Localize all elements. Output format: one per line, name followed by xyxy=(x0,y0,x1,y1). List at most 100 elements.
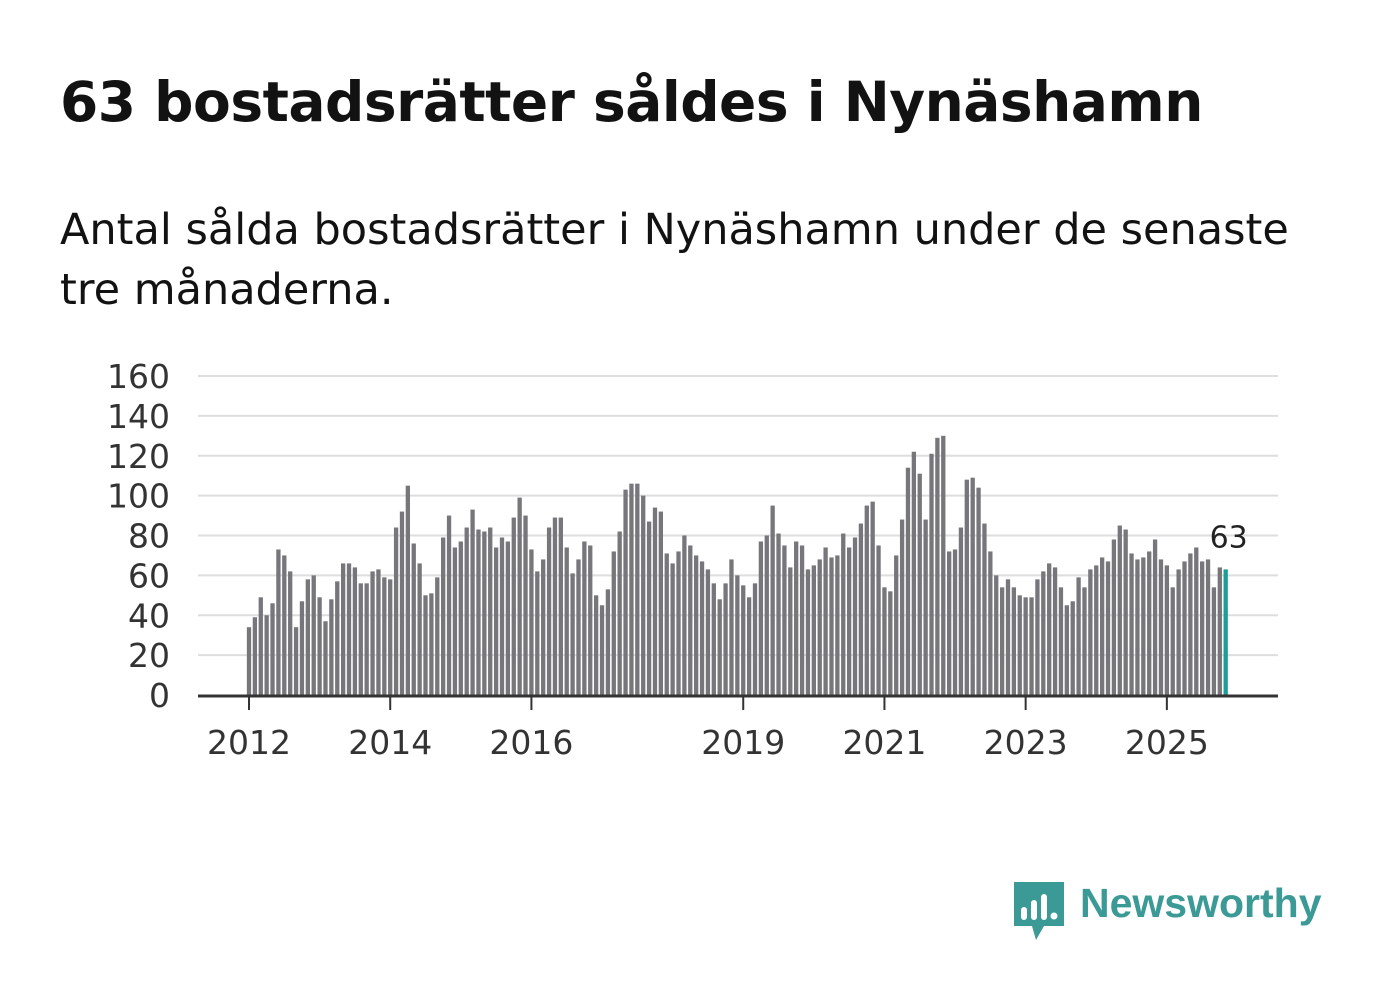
y-tick-label: 20 xyxy=(128,636,170,675)
bar xyxy=(911,451,917,695)
y-tick-label: 80 xyxy=(128,517,170,556)
bar xyxy=(817,559,822,695)
bar xyxy=(1029,597,1034,695)
bar xyxy=(905,467,911,695)
bar xyxy=(764,535,769,695)
bar xyxy=(388,579,393,695)
bar xyxy=(917,473,922,695)
bars xyxy=(246,435,1228,696)
y-tick-label: 40 xyxy=(128,596,170,635)
bar xyxy=(1188,553,1193,695)
y-tick-label: 100 xyxy=(107,477,170,516)
bar xyxy=(958,527,964,695)
bar xyxy=(1205,559,1211,695)
bar xyxy=(947,551,952,695)
bar xyxy=(1135,559,1140,695)
y-tick-label: 140 xyxy=(107,397,170,436)
bar xyxy=(964,479,969,695)
bar xyxy=(641,495,646,696)
x-tick-label: 2025 xyxy=(1125,723,1209,762)
bar xyxy=(358,583,363,695)
bar xyxy=(252,617,258,695)
bar xyxy=(329,599,334,695)
bar xyxy=(841,533,846,695)
bar xyxy=(558,517,563,695)
bar xyxy=(352,567,358,695)
bar xyxy=(1182,561,1187,695)
x-tick-label: 2021 xyxy=(842,723,926,762)
bar xyxy=(1152,539,1158,695)
bar xyxy=(729,559,734,695)
bar xyxy=(799,545,805,695)
bar xyxy=(323,621,328,695)
bar xyxy=(399,511,405,695)
bar xyxy=(317,597,322,695)
bar xyxy=(982,523,987,695)
bar xyxy=(929,453,934,695)
bar xyxy=(882,587,887,695)
bar-highlight xyxy=(1223,569,1228,695)
bar xyxy=(705,569,711,695)
x-axis-ticks: 2012 2014 2016 2019 2021 2023 2025 xyxy=(207,695,1209,762)
bar xyxy=(529,549,534,695)
bar xyxy=(835,555,840,695)
bar xyxy=(282,555,287,695)
bar xyxy=(470,509,475,695)
newsworthy-logo-icon xyxy=(1014,882,1064,940)
bar xyxy=(1176,569,1181,695)
bar xyxy=(823,547,828,695)
bar xyxy=(646,521,652,695)
bar xyxy=(335,581,340,695)
bar xyxy=(1058,587,1064,695)
bar xyxy=(599,605,605,695)
bar xyxy=(546,527,552,695)
bar xyxy=(876,545,881,695)
bar xyxy=(1147,551,1152,695)
bar xyxy=(611,551,616,695)
bar xyxy=(246,627,252,695)
bar xyxy=(340,563,346,695)
x-tick-label: 2012 xyxy=(207,723,291,762)
bar xyxy=(776,533,781,695)
bar xyxy=(1088,569,1093,695)
bar xyxy=(688,545,693,695)
bar xyxy=(1099,557,1105,695)
bar xyxy=(735,575,740,696)
bar xyxy=(1070,601,1075,695)
bar xyxy=(382,577,387,695)
bar xyxy=(452,547,458,695)
bar xyxy=(888,591,893,695)
bar xyxy=(811,565,816,695)
bar xyxy=(1200,561,1205,695)
bar xyxy=(346,563,352,695)
bar xyxy=(935,437,940,695)
bar xyxy=(1170,587,1175,695)
bar xyxy=(258,597,263,695)
bar xyxy=(376,569,381,695)
bar xyxy=(1164,565,1170,695)
bar xyxy=(1041,571,1046,695)
bar xyxy=(694,555,699,695)
bar xyxy=(788,567,793,695)
bar xyxy=(664,553,669,695)
bar xyxy=(899,519,905,695)
chart-title: 63 bostadsrätter såldes i Nynäshamn xyxy=(60,70,1203,134)
bar xyxy=(499,537,505,695)
bar xyxy=(1023,597,1028,695)
bar xyxy=(429,593,434,695)
bar xyxy=(1076,577,1081,695)
bar xyxy=(1011,587,1017,695)
bar xyxy=(976,487,981,695)
bar xyxy=(952,549,958,695)
bar xyxy=(1047,563,1052,695)
x-tick-label: 2016 xyxy=(489,723,573,762)
bar xyxy=(505,541,511,695)
bar xyxy=(858,523,864,695)
bar xyxy=(699,561,705,695)
bar xyxy=(629,483,634,695)
bar xyxy=(923,519,928,695)
bar xyxy=(682,535,687,695)
bar xyxy=(1064,605,1069,695)
